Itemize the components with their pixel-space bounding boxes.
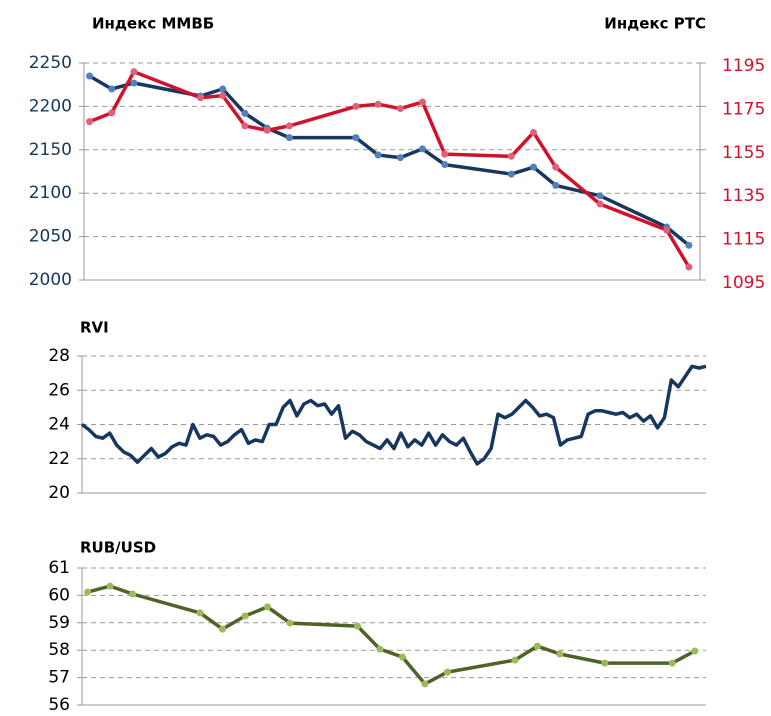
- point: [552, 181, 560, 189]
- point: [668, 659, 676, 667]
- point: [374, 151, 382, 159]
- y-tick-label: 58: [48, 640, 70, 660]
- point: [601, 659, 609, 667]
- y-tick-label: 2200: [29, 96, 72, 116]
- point: [396, 154, 404, 162]
- point: [376, 645, 384, 653]
- point: [286, 619, 294, 627]
- point: [264, 603, 272, 611]
- point: [374, 100, 382, 108]
- point: [285, 134, 293, 142]
- y-tick-label: 2000: [29, 270, 72, 290]
- point: [685, 263, 693, 271]
- point: [419, 98, 427, 106]
- point: [396, 105, 404, 113]
- y-tick-label: 2150: [29, 140, 72, 160]
- chart-title: RUB/USD: [80, 539, 156, 557]
- point: [441, 161, 449, 169]
- point: [241, 612, 249, 620]
- point: [86, 72, 94, 80]
- y-tick-label: 2250: [29, 53, 72, 73]
- point: [552, 163, 560, 171]
- point: [285, 122, 293, 130]
- point: [197, 94, 205, 102]
- point: [108, 109, 116, 117]
- point: [106, 582, 114, 590]
- point: [108, 85, 116, 93]
- point: [507, 170, 515, 178]
- y-tick-label: 57: [48, 668, 70, 688]
- y2-tick-label: 1115: [722, 230, 765, 250]
- y2-tick-label: 1175: [722, 99, 765, 119]
- y-tick-label: 60: [48, 585, 70, 605]
- y-tick-label: 61: [48, 558, 70, 578]
- point: [596, 192, 604, 200]
- point: [691, 647, 699, 655]
- point: [84, 588, 92, 596]
- y-tick-label: 22: [48, 449, 70, 469]
- point: [685, 241, 693, 249]
- y2-axis-title: Индекс РТС: [604, 15, 706, 33]
- point: [263, 126, 271, 134]
- point: [219, 625, 227, 633]
- y-tick-label: 2050: [29, 227, 72, 247]
- point: [511, 656, 519, 664]
- point: [530, 163, 538, 171]
- series-line: [88, 69, 691, 268]
- point: [556, 650, 564, 658]
- y-axis-title: Индекс ММВБ: [92, 15, 214, 33]
- y2-tick-label: 1095: [722, 273, 765, 293]
- point: [86, 118, 94, 126]
- point: [596, 200, 604, 208]
- y2-tick-label: 1195: [722, 56, 765, 76]
- y2-tick-label: 1135: [722, 186, 765, 206]
- point: [441, 150, 449, 158]
- point: [352, 102, 360, 110]
- point: [130, 68, 138, 76]
- y2-tick-label: 1155: [722, 143, 765, 163]
- point: [353, 622, 361, 630]
- point: [241, 109, 249, 117]
- point: [196, 609, 204, 617]
- point: [421, 680, 429, 688]
- point: [663, 226, 671, 234]
- point: [219, 92, 227, 100]
- point: [533, 642, 541, 650]
- y-tick-label: 56: [48, 695, 70, 715]
- y-tick-label: 59: [48, 613, 70, 633]
- y-tick-label: 20: [48, 483, 70, 503]
- point: [352, 134, 360, 142]
- point: [129, 590, 137, 598]
- point: [398, 653, 406, 661]
- chart-title: RVI: [80, 319, 109, 337]
- y-tick-label: 2100: [29, 183, 72, 203]
- point: [130, 79, 138, 87]
- point: [219, 85, 227, 93]
- point: [419, 145, 427, 153]
- y-tick-label: 24: [48, 415, 70, 435]
- series-line: [88, 74, 691, 247]
- point: [241, 122, 249, 130]
- series-line: [80, 364, 707, 466]
- point: [507, 152, 515, 160]
- y-tick-label: 26: [48, 380, 70, 400]
- y-tick-label: 28: [48, 346, 70, 366]
- point: [443, 668, 451, 676]
- point: [530, 128, 538, 136]
- series-line: [87, 584, 696, 686]
